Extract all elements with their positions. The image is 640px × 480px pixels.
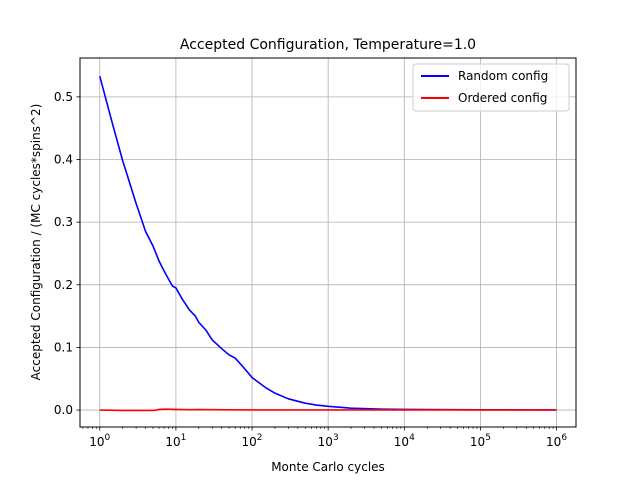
series-group	[98, 75, 557, 412]
y-axis-label: Accepted Configuration / (MC cycles*spin…	[29, 104, 43, 381]
legend-label-random: Random config	[458, 69, 548, 83]
y-axis-ticks: 0.0 0.1 0.2 0.3 0.4 0.5	[54, 90, 80, 417]
y-tick-label-0: 0.0	[54, 403, 73, 417]
y-tick-label-2: 0.2	[54, 278, 73, 292]
y-tick-label-3: 0.3	[54, 215, 73, 229]
series-line-ordered-config	[99, 408, 557, 412]
y-tick-label-4: 0.4	[54, 152, 73, 166]
y-tick-label-1: 0.1	[54, 340, 73, 354]
series-line-random-config	[98, 75, 557, 411]
x-axis-label: Monte Carlo cycles	[271, 460, 385, 474]
legend: Random config Ordered config	[412, 63, 570, 112]
chart-title: Accepted Configuration, Temperature=1.0	[180, 37, 476, 53]
legend-box	[412, 63, 570, 112]
y-tick-label-5: 0.5	[54, 90, 73, 104]
legend-label-ordered: Ordered config	[458, 91, 547, 105]
x-axis-ticks: 100 101 102 103 104 105 106	[82, 427, 567, 449]
